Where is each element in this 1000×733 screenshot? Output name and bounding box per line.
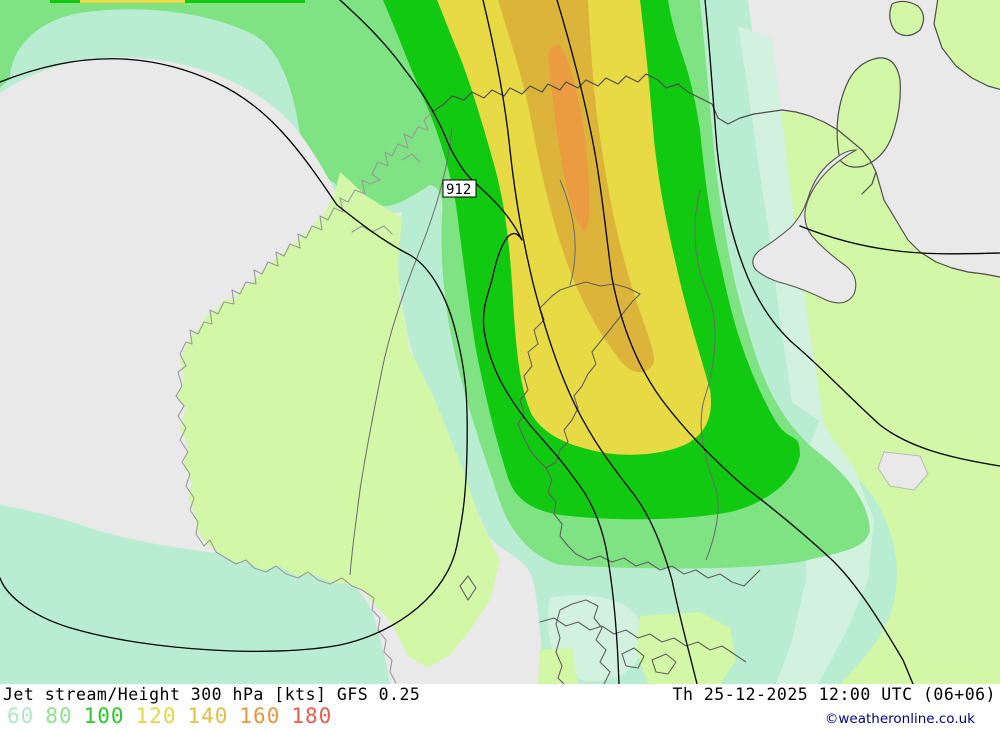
contour-912-line	[339, 0, 620, 684]
band-120kts-top-sliver	[80, 0, 185, 3]
contour-kola-wavy	[799, 225, 1000, 255]
border-finland-russia	[694, 189, 719, 561]
border-norway-sweden	[349, 127, 453, 576]
coastline-norway	[175, 111, 433, 684]
height-contours	[0, 0, 1000, 684]
legend-value-160: 160	[239, 704, 281, 728]
coastline-estonia	[539, 617, 747, 663]
land-south-scandinavia	[178, 172, 500, 668]
border-sweden-finland	[559, 179, 576, 286]
caption-bar: Jet stream/Height 300 hPa [kts] GFS 0.25…	[0, 684, 1000, 733]
legend-value-180: 180	[291, 704, 333, 728]
land-baltic-patches	[538, 612, 736, 684]
coastline-denmark	[555, 599, 677, 684]
forecast-map: 912	[0, 0, 1000, 684]
map-canvas: 912	[0, 0, 1000, 684]
legend-value-60: 60	[7, 704, 35, 728]
white-sea	[752, 149, 859, 304]
coastline-gotland	[459, 575, 477, 601]
lake-ladoga	[877, 451, 929, 491]
height-label-text: 912	[446, 182, 471, 198]
parameter-title: Jet stream/Height 300 hPa [kts] GFS 0.25	[3, 685, 421, 704]
height-value-label: 912	[442, 179, 477, 198]
copyright-link[interactable]: ©weatheronline.co.uk	[824, 711, 975, 727]
legend-value-80: 80	[45, 704, 73, 728]
coastline-bothnia	[517, 281, 641, 469]
legend-value-100: 100	[83, 704, 125, 728]
coastline-mezen	[875, 171, 1000, 278]
land-kanin-peninsula	[836, 57, 901, 168]
island-top-right	[889, 0, 925, 37]
caption-row: Jet stream/Height 300 hPa [kts] GFS 0.25…	[0, 685, 1000, 705]
band-60kts-light-ne	[738, 26, 824, 424]
coastline-arctic	[431, 73, 877, 195]
contour-trough-outer	[0, 58, 468, 652]
legend-scale: 60 80 100 120 140 160 180	[7, 704, 332, 728]
band-160kts-core	[548, 44, 590, 233]
contour-east	[556, 0, 914, 684]
coastline-gulf-of-finland-north	[545, 467, 761, 587]
contour-mid	[482, 0, 698, 684]
contour-northeast-diagonal	[704, 0, 1000, 467]
legend-value-140: 140	[187, 704, 229, 728]
land-top-right	[933, 0, 1000, 91]
legend-value-120: 120	[135, 704, 177, 728]
height-label-box	[442, 179, 477, 198]
valid-datetime: Th 25-12-2025 12:00 UTC (06+06)	[672, 685, 996, 704]
